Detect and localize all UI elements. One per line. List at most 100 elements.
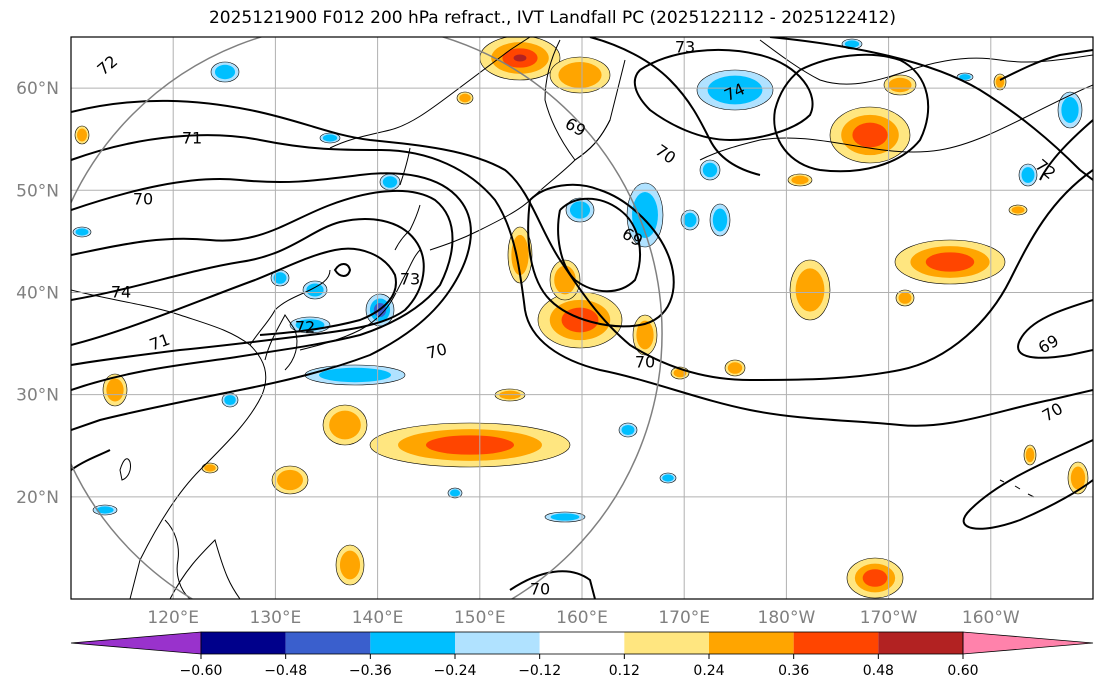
anomaly-patch	[696, 69, 774, 111]
contour-line	[509, 570, 596, 599]
contour-label: 73	[675, 38, 695, 57]
colorbar-segment	[878, 632, 963, 654]
coastline-segment	[1014, 485, 1021, 490]
contour-line	[71, 449, 111, 471]
contour-line	[773, 53, 930, 173]
anomaly-patch	[302, 280, 328, 300]
anomaly-patch	[1067, 461, 1089, 495]
colorbar-tick-label: 0.12	[609, 663, 640, 679]
anomaly-shading	[844, 40, 860, 48]
lat-tick-label: 60°N	[16, 79, 59, 99]
colorbar-segment	[793, 632, 879, 654]
anomaly-patch	[319, 132, 341, 144]
anomaly-patch	[846, 557, 904, 599]
contour-label: 74	[111, 283, 131, 302]
anomaly-patch	[102, 373, 128, 407]
anomaly-patch	[72, 226, 92, 238]
colorbar-tick-label: −0.12	[518, 663, 561, 679]
contour-line	[633, 49, 814, 142]
lon-tick-label: 130°E	[250, 608, 302, 628]
contour-line	[962, 439, 1093, 530]
contour-line	[71, 99, 1093, 382]
coastline-segment	[759, 39, 1093, 85]
anomaly-patch	[322, 404, 368, 446]
contour-line	[1017, 299, 1093, 359]
anomaly-shading	[795, 268, 825, 312]
anomaly-shading	[306, 283, 324, 297]
contour-label: 70	[133, 190, 153, 209]
anomaly-shading	[702, 162, 718, 178]
anomaly-shading	[449, 489, 461, 497]
anomaly-patch	[709, 203, 731, 237]
coastline-segment	[119, 458, 131, 481]
anomaly-patch	[680, 209, 700, 231]
lon-tick-label: 160°E	[556, 608, 608, 628]
lon-tick-label: 160°W	[962, 608, 1020, 628]
anomaly-shading	[459, 93, 471, 103]
anomaly-shading	[513, 54, 527, 62]
anomaly-patch	[618, 422, 638, 438]
coastline-segment	[169, 539, 241, 599]
anomaly-shading	[558, 62, 602, 88]
anomaly-shading	[96, 506, 114, 514]
lat-tick-label: 40°N	[16, 283, 59, 303]
anomaly-patch	[883, 74, 917, 96]
anomaly-shading	[852, 122, 888, 148]
anomaly-shading	[683, 212, 697, 228]
anomaly-shading	[224, 394, 236, 406]
lon-tick-label: 120°E	[147, 608, 199, 628]
anomaly-patch	[789, 259, 831, 321]
colorbar-tick-label: 0.48	[863, 663, 894, 679]
contour-line	[769, 37, 1093, 181]
lat-tick-label: 30°N	[16, 386, 59, 406]
contour-label: 72	[295, 318, 315, 337]
anomaly-shading	[727, 362, 743, 374]
anomaly-shading	[382, 176, 398, 188]
contour-line	[557, 197, 641, 293]
colorbar-segment	[285, 632, 371, 654]
colorbar-tick-label: 0.60	[947, 663, 978, 679]
anomaly-shading	[959, 74, 971, 80]
range-circle	[71, 37, 663, 599]
anomaly-patch	[659, 472, 677, 484]
anomaly-shading	[1011, 206, 1025, 214]
anomaly-patch	[724, 359, 746, 377]
anomaly-shading	[329, 410, 361, 440]
coastline-segment	[71, 289, 267, 599]
lon-tick-label: 170°W	[860, 608, 918, 628]
anomaly-shading	[277, 469, 303, 491]
anomaly-shading	[106, 378, 124, 402]
anomaly-shading	[554, 265, 576, 295]
anomaly-patch	[74, 125, 90, 145]
contour-line	[71, 218, 425, 366]
anomaly-shading	[1070, 466, 1086, 490]
coastline-segment	[299, 249, 421, 351]
anomaly-shading	[319, 367, 391, 383]
anomaly-patch	[335, 544, 365, 586]
anomaly-patch	[271, 465, 309, 495]
anomaly-shading	[76, 128, 88, 142]
anomaly-shading	[712, 208, 728, 232]
anomaly-patch	[456, 91, 474, 105]
anomaly-patch	[1008, 204, 1028, 216]
colorbar-tick-label: −0.24	[434, 663, 477, 679]
anomaly-shading	[204, 464, 216, 472]
anomaly-patch	[549, 259, 581, 301]
anomaly-shading	[662, 474, 674, 482]
anomaly-shading	[888, 77, 912, 93]
colorbar-segment	[624, 632, 709, 654]
anomaly-shading	[1025, 447, 1035, 463]
coastline-segment	[249, 269, 331, 346]
contour-label: 70	[530, 580, 550, 599]
coastline-segment	[999, 479, 1005, 483]
coastline-segment	[264, 314, 298, 371]
colorbar-segment	[201, 632, 286, 654]
coastline-segment	[394, 204, 421, 251]
anomaly-patch	[1057, 91, 1083, 129]
contour-line	[999, 49, 1093, 81]
anomaly-shading	[707, 75, 763, 105]
anomaly-shading	[791, 175, 809, 185]
anomaly-shading	[511, 234, 529, 276]
